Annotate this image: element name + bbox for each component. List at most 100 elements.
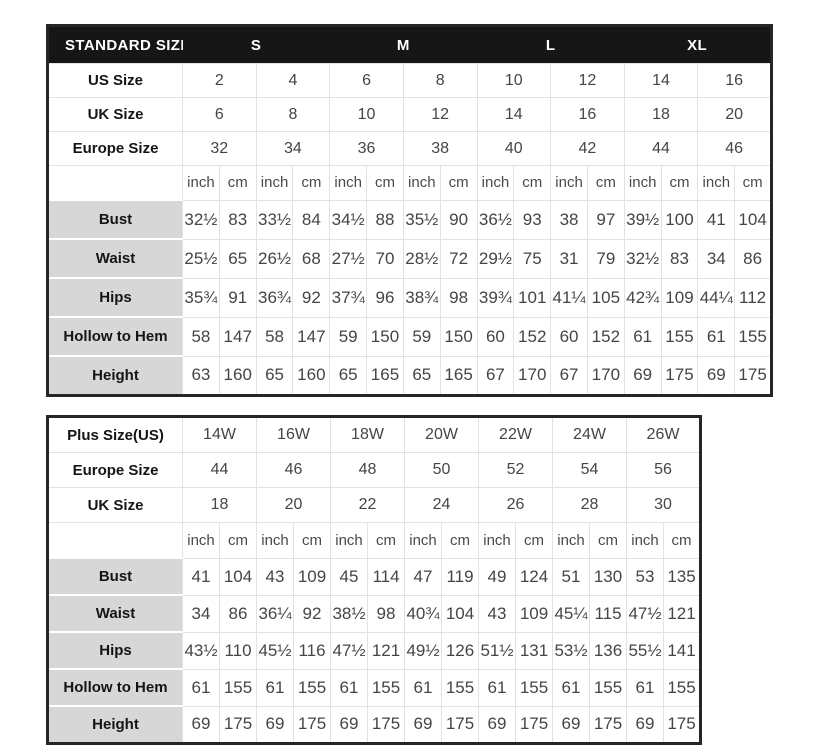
size-row: UK Size 6 8 10 12 14 16 18 20 — [47, 97, 772, 132]
measurement-value: 83 — [660, 238, 699, 279]
unit-label: inch — [404, 522, 442, 559]
measurement-row-label: Height — [47, 705, 183, 745]
measurement-value: 68 — [292, 238, 331, 279]
size-value: 18 — [623, 97, 699, 132]
measurement-value: 96 — [366, 277, 404, 318]
measurement-value: 28½ — [402, 238, 441, 279]
size-row-label: Europe Size — [47, 131, 183, 166]
measurement-row-label: Height — [47, 355, 183, 397]
size-value: 20W — [404, 416, 479, 453]
measurement-value: 27½ — [329, 238, 368, 279]
measurement-value: 69 — [552, 705, 590, 744]
unit-label: inch — [550, 165, 588, 201]
measurement-value: 65 — [255, 355, 294, 396]
measurement-value: 59 — [402, 316, 441, 357]
measurement-value: 141 — [663, 631, 701, 670]
empty-cell — [47, 522, 183, 559]
unit-row: inch cm inch cm inch cm inch cm inch cm inch cm inch… — [47, 165, 772, 201]
measurement-value: 60 — [476, 316, 515, 357]
unit-label: inch — [182, 165, 220, 201]
measurement-value: 165 — [366, 355, 404, 396]
standard-size-table: STANDARD SIZE S M L XL US Size 2 4 6 8 10 12 14 16 UK … — [46, 24, 773, 397]
measurement-value: 114 — [367, 557, 405, 596]
measurement-value: 51 — [552, 557, 590, 596]
unit-label: inch — [330, 522, 368, 559]
measurement-value: 34 — [182, 594, 220, 633]
unit-label: cm — [515, 522, 553, 559]
size-value: 16 — [697, 63, 772, 98]
size-row: US Size 2 4 6 8 10 12 14 16 — [47, 63, 772, 98]
measurement-value: 35¾ — [182, 277, 220, 318]
measurement-value: 115 — [589, 594, 627, 633]
measurement-value: 175 — [293, 705, 331, 744]
measurement-value: 53 — [626, 557, 664, 596]
unit-label: cm — [218, 165, 257, 201]
measurement-row: Hips 35¾ 91 36¾ 92 37¾ 96 38¾ 98 39¾ 101 41¼ 105 42¾ 1… — [47, 277, 772, 318]
measurement-value: 35½ — [402, 199, 441, 240]
measurement-value: 32½ — [182, 199, 220, 240]
measurement-value: 36½ — [476, 199, 515, 240]
measurement-value: 136 — [589, 631, 627, 670]
size-value: 18 — [182, 487, 257, 523]
measurement-value: 69 — [182, 705, 220, 744]
measurement-value: 165 — [439, 355, 478, 396]
size-value: 54 — [552, 452, 627, 488]
measurement-row-label: Waist — [47, 594, 183, 633]
measurement-value: 36¾ — [255, 277, 294, 318]
size-row-label: UK Size — [47, 487, 183, 523]
size-value: 18W — [330, 416, 405, 453]
size-row: UK Size 18 20 22 24 26 28 30 — [47, 487, 701, 523]
size-value: 22 — [330, 487, 405, 523]
measurement-value: 34 — [697, 238, 736, 279]
measurement-row: Waist 25½ 65 26½ 68 27½ 70 28½ 72 29½ 75 31 79 32½ 83 3… — [47, 238, 772, 279]
measurement-value: 69 — [626, 705, 664, 744]
measurement-value: 155 — [367, 668, 405, 707]
unit-label: cm — [660, 165, 699, 201]
measurement-value: 51½ — [478, 631, 516, 670]
measurement-value: 92 — [292, 277, 331, 318]
measurement-value: 37¾ — [329, 277, 368, 318]
measurement-value: 147 — [292, 316, 331, 357]
measurement-value: 33½ — [255, 199, 294, 240]
measurement-value: 98 — [367, 594, 405, 633]
unit-label: cm — [366, 165, 404, 201]
unit-label: cm — [589, 522, 627, 559]
measurement-value: 84 — [292, 199, 331, 240]
measurement-value: 67 — [550, 355, 588, 396]
measurement-value: 155 — [219, 668, 257, 707]
measurement-value: 59 — [329, 316, 368, 357]
measurement-value: 38 — [550, 199, 588, 240]
unit-label: inch — [697, 165, 736, 201]
size-value: 46 — [256, 452, 331, 488]
size-value: 16 — [550, 97, 625, 132]
size-value: 26 — [478, 487, 553, 523]
measurement-value: 86 — [734, 238, 772, 279]
measurement-value: 105 — [586, 277, 625, 318]
size-value: 56 — [626, 452, 701, 488]
size-value: 22W — [478, 416, 553, 453]
measurement-value: 90 — [439, 199, 478, 240]
measurement-value: 109 — [515, 594, 553, 633]
size-row-label: UK Size — [47, 97, 183, 132]
unit-label: inch — [329, 165, 368, 201]
measurement-value: 61 — [552, 668, 590, 707]
measurement-value: 38¾ — [402, 277, 441, 318]
measurement-value: 170 — [513, 355, 552, 396]
measurement-value: 119 — [441, 557, 479, 596]
measurement-value: 100 — [660, 199, 699, 240]
measurement-value: 47½ — [626, 594, 664, 633]
unit-label: inch — [476, 165, 515, 201]
size-value: 24W — [552, 416, 627, 453]
size-value: 14W — [182, 416, 257, 453]
size-value: 10 — [476, 63, 552, 98]
measurement-value: 65 — [329, 355, 368, 396]
measurement-value: 121 — [367, 631, 405, 670]
size-value: 6 — [182, 97, 257, 132]
size-row: Plus Size(US) 14W 16W 18W 20W 22W 24W 26W — [47, 416, 701, 453]
unit-label: cm — [367, 522, 405, 559]
measurement-value: 175 — [367, 705, 405, 744]
size-value: 20 — [697, 97, 772, 132]
unit-label: inch — [478, 522, 516, 559]
measurement-value: 38½ — [330, 594, 368, 633]
